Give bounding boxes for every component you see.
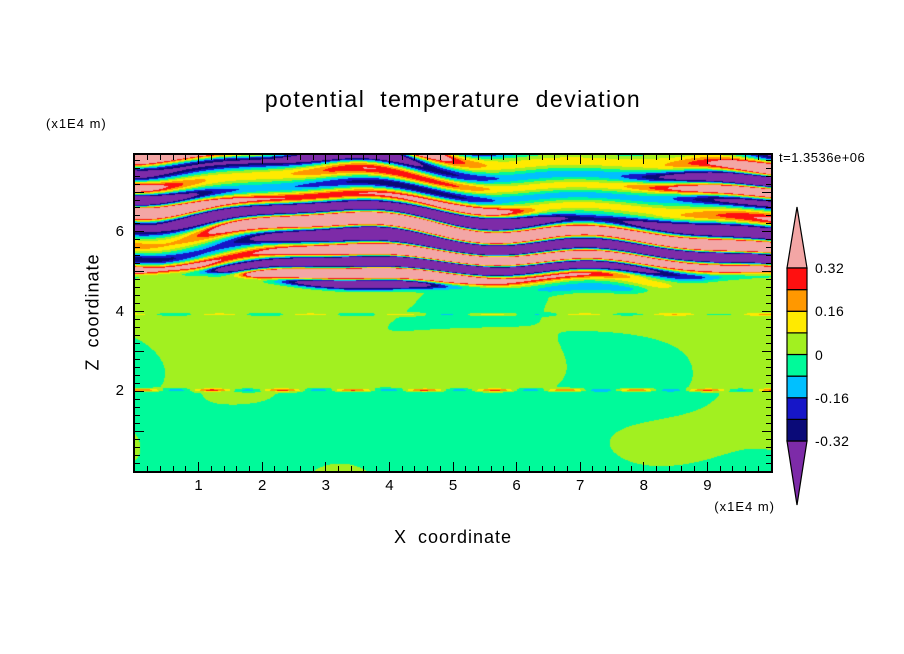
plot-area bbox=[133, 153, 773, 473]
x-tick-label: 9 bbox=[703, 477, 712, 494]
colorbar-segment bbox=[786, 332, 808, 356]
colorbar-tick-label: 0.32 bbox=[815, 260, 845, 276]
x-tick-label: 4 bbox=[385, 477, 394, 494]
colorbar-segment bbox=[786, 310, 808, 334]
x-tick-label: 3 bbox=[321, 477, 330, 494]
x-tick-label: 1 bbox=[194, 477, 203, 494]
y-tick-label: 6 bbox=[115, 222, 124, 240]
colorbar-segment bbox=[786, 289, 808, 312]
y-tick-label: 2 bbox=[115, 382, 124, 400]
x-tick-label: 6 bbox=[512, 477, 521, 494]
chart-title: potential temperature deviation bbox=[264, 86, 642, 112]
colorbar-tick-label: -0.16 bbox=[815, 389, 850, 406]
x-axis-title: X coordinate bbox=[393, 527, 513, 547]
contour-field bbox=[135, 155, 771, 471]
colorbar-svg bbox=[786, 206, 808, 506]
time-annotation: t=1.3536e+06 bbox=[779, 150, 866, 165]
colorbar-tick-label: 0.16 bbox=[815, 303, 845, 320]
x-tick-label: 2 bbox=[258, 477, 267, 494]
colorbar-tick-label: 0 bbox=[815, 346, 824, 363]
colorbar-segment bbox=[786, 418, 808, 442]
y-tick-label: 4 bbox=[115, 302, 124, 320]
colorbar bbox=[786, 205, 808, 507]
x-axis-unit-label: (x1E4 m) bbox=[714, 499, 775, 514]
colorbar-segment bbox=[786, 375, 808, 399]
colorbar-segment bbox=[786, 353, 808, 377]
colorbar-segment bbox=[786, 397, 808, 420]
x-tick-label: 5 bbox=[448, 477, 458, 494]
colorbar-segment bbox=[786, 267, 808, 291]
colorbar-upper-arrow bbox=[786, 206, 808, 269]
x-tick-label: 8 bbox=[639, 477, 648, 494]
y-axis-unit-label: (x1E4 m) bbox=[46, 116, 107, 131]
colorbar-lower-arrow bbox=[786, 440, 808, 506]
x-tick-label: 7 bbox=[576, 477, 585, 494]
colorbar-tick-label: -0.32 bbox=[815, 433, 850, 449]
